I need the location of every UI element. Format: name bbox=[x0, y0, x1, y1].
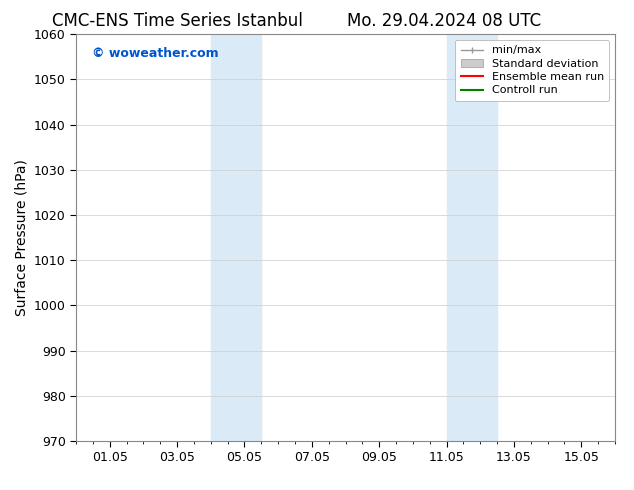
Bar bbox=[210, 34, 261, 441]
Legend: min/max, Standard deviation, Ensemble mean run, Controll run: min/max, Standard deviation, Ensemble me… bbox=[455, 40, 609, 101]
Text: Mo. 29.04.2024 08 UTC: Mo. 29.04.2024 08 UTC bbox=[347, 12, 541, 30]
Text: © woweather.com: © woweather.com bbox=[93, 47, 219, 59]
Y-axis label: Surface Pressure (hPa): Surface Pressure (hPa) bbox=[14, 159, 29, 316]
Bar bbox=[446, 34, 497, 441]
Text: CMC-ENS Time Series Istanbul: CMC-ENS Time Series Istanbul bbox=[52, 12, 303, 30]
